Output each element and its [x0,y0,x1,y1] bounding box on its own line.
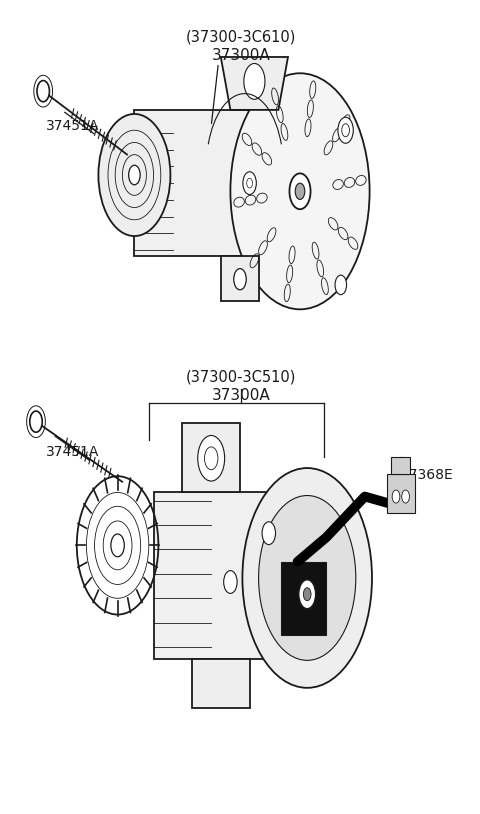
Text: 37451A: 37451A [46,119,99,133]
Circle shape [98,114,170,236]
Circle shape [30,411,42,432]
Circle shape [230,73,370,309]
Circle shape [37,81,49,102]
Circle shape [259,496,356,660]
Text: 37300A: 37300A [212,48,270,63]
Text: (37300-3C510): (37300-3C510) [186,370,296,384]
Text: (37300-3C610): (37300-3C610) [186,29,296,44]
Circle shape [289,173,311,209]
FancyBboxPatch shape [391,457,410,474]
Circle shape [234,269,246,290]
Circle shape [392,490,400,503]
Text: 37451A: 37451A [46,444,99,459]
Circle shape [402,490,409,503]
Text: 37300A: 37300A [212,388,270,403]
Circle shape [244,63,265,99]
Circle shape [224,571,237,593]
Polygon shape [281,562,326,635]
Circle shape [242,468,372,688]
Text: 37368E: 37368E [401,468,454,483]
Polygon shape [221,57,288,110]
Polygon shape [134,110,283,256]
Circle shape [262,522,276,545]
Polygon shape [154,492,307,659]
Circle shape [198,435,225,481]
Polygon shape [192,659,250,708]
Circle shape [243,172,256,195]
Circle shape [303,588,311,601]
FancyBboxPatch shape [387,474,415,513]
Circle shape [335,275,347,295]
Circle shape [111,534,124,557]
Circle shape [129,165,140,185]
Polygon shape [221,256,259,301]
Circle shape [295,183,305,199]
Circle shape [338,117,353,143]
Circle shape [299,580,316,609]
Polygon shape [182,423,240,492]
